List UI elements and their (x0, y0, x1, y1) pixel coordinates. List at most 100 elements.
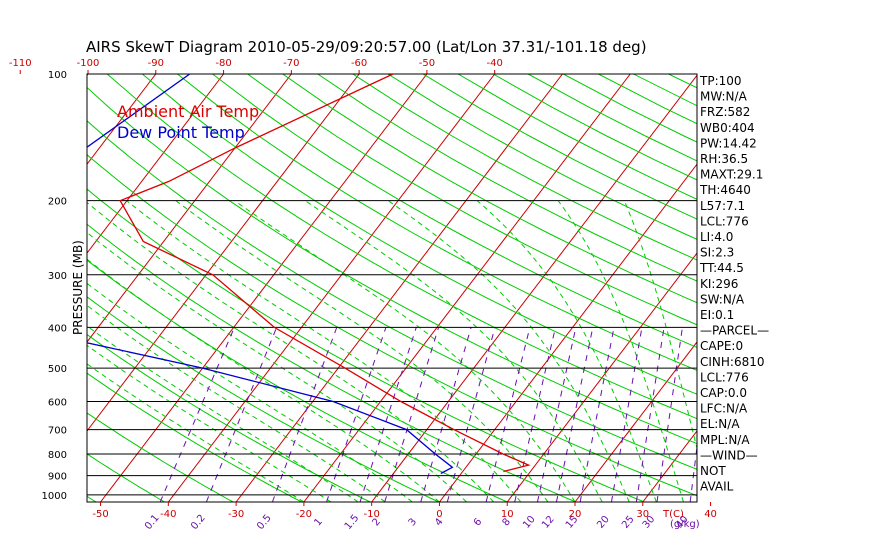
mixing-ratio-line (159, 327, 235, 502)
dry-adiabat-line (87, 412, 234, 502)
bottom-temp-tick-label: -40 (160, 509, 176, 520)
dry-adiabat-line (282, 74, 697, 304)
mixing-ratio-line (610, 327, 643, 502)
mixing-ratio-tick-label: 12 (540, 514, 557, 531)
moist-adiabat-line (87, 258, 440, 502)
index-item: —WIND— (700, 448, 758, 462)
chart-title: AIRS SkewT Diagram 2010-05-29/09:20:57.0… (86, 38, 647, 56)
mixing-ratio-line (536, 327, 577, 502)
bottom-temp-tick-label: 10 (501, 509, 514, 520)
index-item: MPL:N/A (700, 433, 750, 447)
dry-adiabat-line (212, 74, 697, 348)
mixing-ratio-line (689, 442, 697, 502)
dry-adiabat-line (247, 74, 697, 326)
dry-adiabat-line (0, 74, 28, 502)
mixing-ratio-line (635, 327, 665, 502)
isotherm-line (778, 74, 870, 502)
dry-adiabat-line (87, 453, 165, 502)
y-axis-label: PRESSURE (MB) (71, 240, 85, 335)
isotherm-line (87, 74, 157, 166)
dry-adiabat-line (177, 74, 697, 372)
top-temp-tick-label: -90 (148, 58, 164, 69)
mixing-ratio-tick-label: 0.1 (143, 513, 162, 532)
pressure-tick-label: 700 (48, 426, 67, 437)
pressure-tick-label: 900 (48, 472, 67, 483)
isotherm-line (0, 74, 20, 502)
isotherm-line (87, 74, 292, 343)
top-temp-axis: -120-110-100-90-80-70-60-50-40 (9, 58, 503, 74)
index-item: KI:296 (700, 277, 738, 291)
mixing-ratio-tick-label: 10 (521, 514, 538, 531)
index-item: SI:2.3 (700, 246, 734, 260)
index-item: EL:N/A (700, 417, 740, 431)
moist-adiabat-line (305, 200, 603, 502)
dry-adiabat-line (87, 223, 576, 502)
pressure-tick-label: 200 (48, 197, 67, 208)
pressure-tick-label: 600 (48, 397, 67, 408)
dry-adiabat-line (87, 120, 697, 470)
series-line (87, 74, 454, 475)
index-item: LCL:776 (700, 370, 749, 384)
index-item: SW:N/A (700, 292, 745, 306)
top-temp-tick-label: -80 (215, 58, 231, 69)
index-item: FRZ:582 (700, 105, 750, 119)
series-line (119, 74, 531, 473)
mixing-ratio-tick-label: 0.5 (255, 513, 274, 532)
index-item: NOT (700, 464, 726, 478)
index-item: MW:N/A (700, 90, 748, 104)
bottom-temp-tick-label: 30 (636, 509, 649, 520)
moist-adiabat-line (175, 200, 549, 502)
index-item: —PARCEL— (700, 324, 769, 338)
mixing-ratio-axis: 0.1 0.2 0.5 1 1.5 2 3 4 6 8 10 12 15 20 25 30 40 (143, 513, 691, 532)
mixing-ratio-tick-label: 20 (595, 514, 612, 531)
mixing-ratio-unit-label: (g/kg) (670, 519, 700, 530)
top-temp-tick-label: -70 (283, 58, 299, 69)
isotherm-line (371, 74, 697, 502)
mixing-ratio-line (555, 327, 594, 502)
sounding-series (87, 74, 531, 475)
bottom-temp-tick-label: -10 (363, 509, 379, 520)
top-temp-tick-label: -50 (419, 58, 435, 69)
dry-adiabat-line (668, 74, 697, 89)
pressure-tick-label: 500 (48, 364, 67, 375)
index-item: WB0:404 (700, 121, 755, 135)
index-item: PW:14.42 (700, 136, 757, 150)
isotherm-line (439, 163, 697, 502)
mixing-ratio-tick-label: 3 (407, 516, 420, 528)
mixing-ratio-tick-label: 25 (620, 514, 637, 531)
dry-adiabat-line (387, 74, 697, 240)
index-item: LCL:776 (700, 214, 749, 228)
isotherm-line (100, 74, 428, 502)
isotherm-line (87, 74, 224, 254)
mixing-ratio-lines (159, 327, 697, 502)
pressure-tick-label: 1000 (42, 491, 67, 502)
index-item: CINH:6810 (700, 355, 765, 369)
index-item: RH:36.5 (700, 152, 748, 166)
isotherm-line (167, 74, 496, 502)
top-temp-tick-label: -110 (9, 58, 32, 69)
bottom-temp-axis: -50 -40 -30 -20 -10 0 10 20 30 40 (92, 502, 717, 520)
mixing-ratio-tick-label: 1 (312, 516, 325, 528)
legend-ambient-air-temp: Ambient Air Temp (117, 102, 259, 121)
moist-adiabat-line (234, 200, 576, 502)
legend-dew-point-temp: Dew Point Temp (117, 123, 245, 142)
bottom-temp-tick-label: 0 (436, 509, 442, 520)
dry-adiabat-line (106, 74, 697, 420)
bottom-temp-tick-label: -30 (228, 509, 244, 520)
index-item: CAP:0.0 (700, 386, 747, 400)
dry-adiabat-line (317, 74, 697, 282)
x-axis-unit-label: T(C) (662, 509, 684, 520)
pressure-axis: 100 200 300 400 500 600 700 800 900 1000 (42, 70, 67, 502)
moist-adiabat-line (126, 200, 522, 502)
mixing-ratio-tick-label: 6 (472, 516, 485, 528)
dry-adiabat-line (87, 372, 302, 502)
mixing-ratio-tick-label: 2 (371, 516, 384, 528)
index-item: CAPE:0 (700, 339, 743, 353)
index-item: TP:100 (699, 74, 742, 88)
moist-adiabat-line (623, 200, 697, 451)
mixing-ratio-line (514, 327, 556, 502)
index-item: TH:4640 (699, 183, 751, 197)
index-item: LFC:N/A (700, 402, 748, 416)
